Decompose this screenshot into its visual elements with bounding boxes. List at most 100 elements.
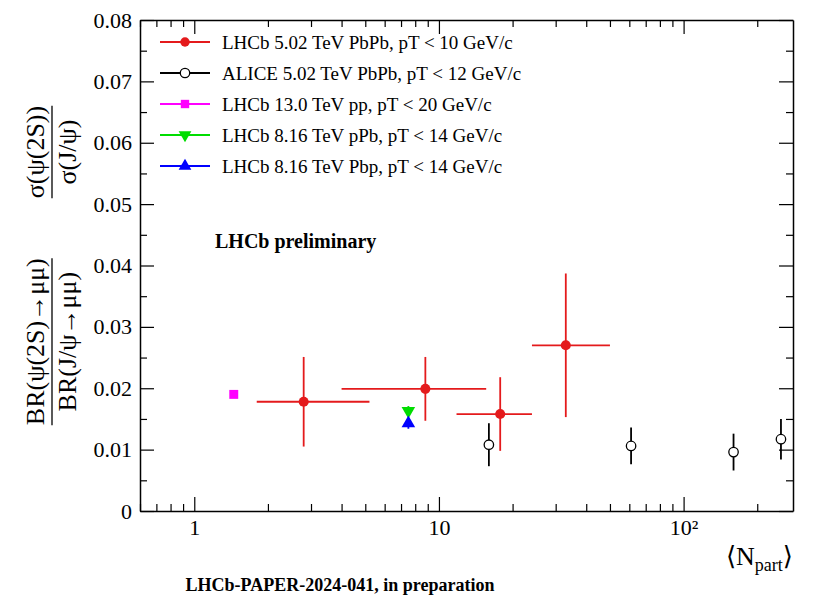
tick-mark — [140, 327, 154, 328]
tick — [786, 358, 793, 359]
tick-mark — [556, 20, 557, 27]
tick: 0.04 — [94, 253, 155, 278]
tick — [586, 504, 587, 511]
tick — [156, 504, 157, 511]
tick: 0.02 — [94, 376, 155, 401]
tick-label: 0.02 — [94, 376, 133, 401]
x-minor-ticks-top — [141, 20, 758, 27]
tick — [513, 20, 514, 27]
tick-mark — [140, 511, 154, 512]
denominator: σ(J/ψ) — [53, 120, 82, 185]
tick-mark — [140, 143, 154, 144]
tick-mark — [183, 504, 184, 511]
tick-mark — [779, 511, 793, 512]
tick-mark — [140, 235, 147, 236]
tick-mark — [512, 504, 513, 511]
tick-label: 0.08 — [94, 8, 133, 33]
tick — [140, 235, 147, 236]
x-axis-title: ⟨Npart⟩ — [726, 542, 793, 575]
tick — [140, 358, 147, 359]
tick — [140, 173, 147, 174]
x-error-bar — [532, 344, 610, 346]
tick-mark — [401, 504, 402, 511]
tick — [385, 504, 386, 511]
point — [626, 441, 635, 450]
tick — [268, 504, 269, 511]
x-axis-title-part: part — [755, 555, 783, 575]
chart: 11010²00.010.020.030.040.050.060.070.08L… — [0, 0, 813, 603]
tick — [556, 504, 557, 511]
tick-mark — [629, 504, 630, 511]
tick — [513, 504, 514, 511]
tick: 1 — [189, 497, 200, 540]
tick-mark — [140, 504, 141, 511]
tick — [779, 204, 793, 205]
tick-mark — [140, 173, 147, 174]
tick-mark — [156, 20, 157, 27]
tick-mark — [779, 388, 793, 389]
fraction: BR(ψ(2S)→μμ)BR(J/ψ→μμ) — [21, 258, 82, 425]
tick-mark — [786, 235, 793, 236]
tick-mark — [140, 51, 147, 52]
tick: 10 — [428, 497, 450, 540]
tick-mark — [779, 143, 793, 144]
tick-mark — [672, 20, 673, 27]
tick — [786, 173, 793, 174]
annotation: LHCb preliminary — [215, 230, 376, 253]
y-minor-ticks — [140, 51, 147, 481]
tick-mark — [757, 504, 758, 511]
fraction: σ(ψ(2S))σ(J/ψ) — [21, 106, 82, 198]
tick — [428, 504, 429, 511]
tick-mark — [140, 296, 147, 297]
tick — [684, 20, 685, 34]
tick — [365, 504, 366, 511]
tick — [629, 504, 630, 511]
tick-mark — [439, 497, 440, 511]
tick-mark — [779, 204, 793, 205]
series — [402, 415, 416, 428]
tick — [171, 504, 172, 511]
tick-label: 0.03 — [94, 314, 133, 339]
point — [420, 384, 430, 394]
tick-mark — [683, 20, 684, 34]
tick-mark — [140, 357, 147, 358]
x-axis-title-part: ⟩ — [783, 542, 793, 571]
footer: LHCb-PAPER-2024-041, in preparation — [186, 575, 495, 595]
tick — [342, 504, 343, 511]
tick — [140, 480, 147, 481]
series — [229, 390, 238, 399]
tick-mark — [779, 327, 793, 328]
tick-mark — [140, 20, 154, 21]
tick-mark — [365, 20, 366, 27]
tick — [428, 20, 429, 27]
tick — [311, 20, 312, 27]
tick-mark — [140, 419, 147, 420]
tick-label: 1 — [189, 515, 200, 540]
tick — [342, 20, 343, 27]
tick-mark — [140, 204, 154, 205]
tick — [183, 20, 184, 27]
axis-line — [141, 20, 794, 22]
fraction-bar — [51, 106, 52, 198]
tick — [194, 20, 195, 34]
numerator: BR(ψ(2S)→μμ) — [21, 258, 50, 425]
y-minor-ticks-right — [786, 51, 793, 481]
tick — [660, 20, 661, 27]
tick-mark — [401, 20, 402, 27]
legend-label: LHCb 5.02 TeV PbPb, pT < 10 GeV/c — [222, 32, 513, 53]
tick — [401, 504, 402, 511]
tick — [786, 296, 793, 297]
tick — [140, 112, 147, 113]
tick-mark — [786, 357, 793, 358]
series — [484, 419, 786, 471]
tick-label: 0.07 — [94, 69, 133, 94]
tick-mark — [156, 504, 157, 511]
denominator: BR(J/ψ→μμ) — [53, 272, 82, 412]
legend-marker — [181, 100, 189, 108]
tick-mark — [428, 504, 429, 511]
tick-mark — [786, 112, 793, 113]
x-axis: 11010² — [141, 497, 794, 540]
tick-mark — [786, 296, 793, 297]
tick-mark — [556, 504, 557, 511]
tick-label: 0.06 — [94, 130, 133, 155]
